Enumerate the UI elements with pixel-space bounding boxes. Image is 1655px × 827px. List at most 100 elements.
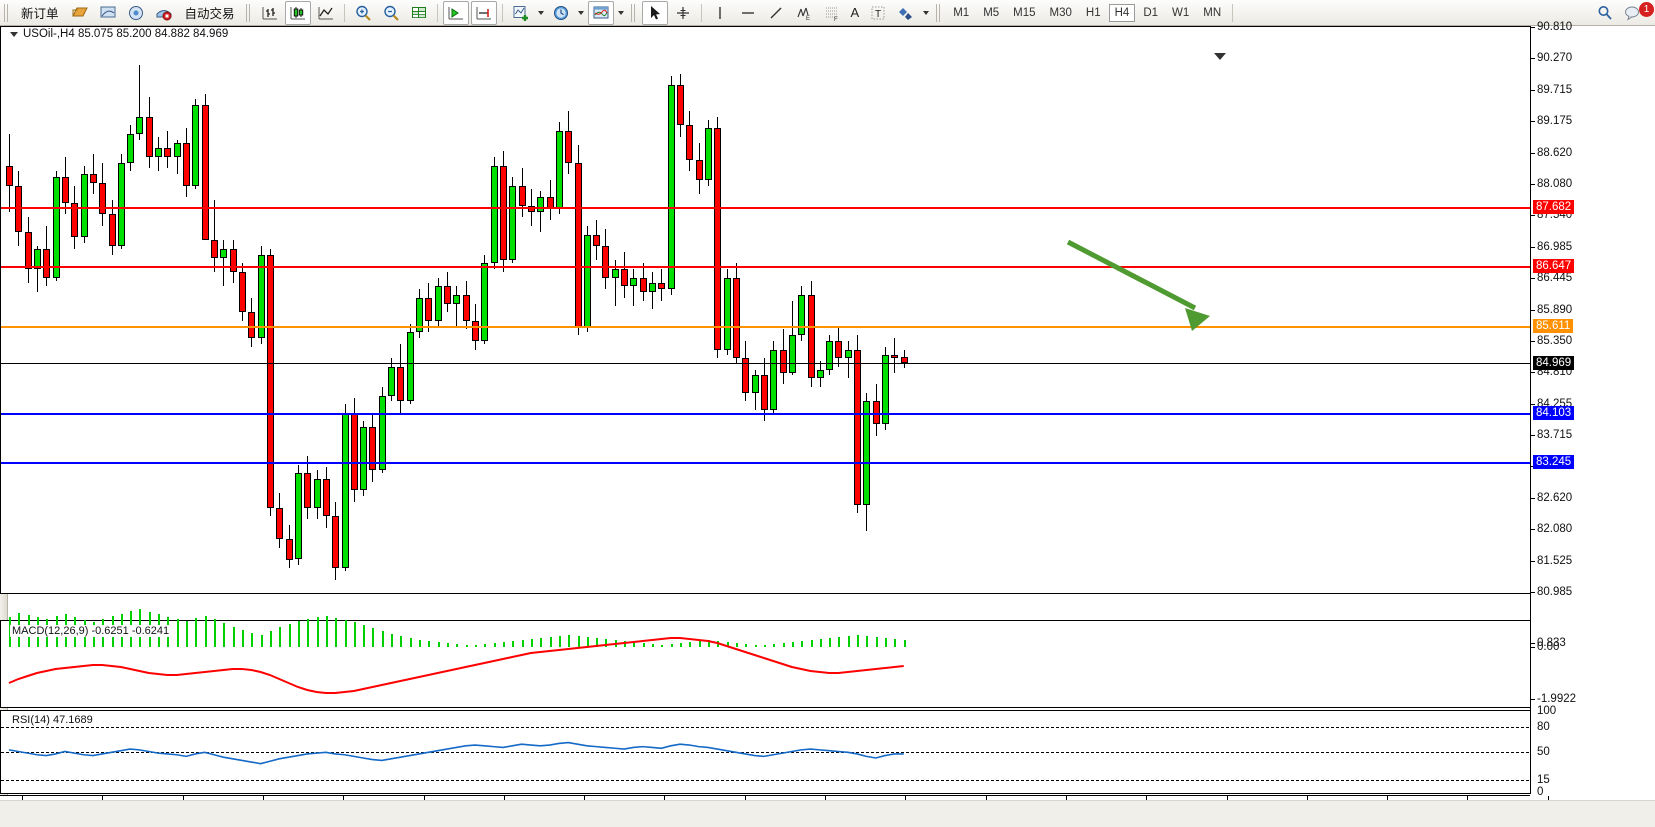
trendline-icon[interactable] xyxy=(763,1,789,25)
zoom-in-icon[interactable] xyxy=(350,1,376,25)
candlestick-chart-icon[interactable] xyxy=(284,0,311,25)
cursor-icon[interactable] xyxy=(641,0,668,25)
timeframe-m30[interactable]: M30 xyxy=(1049,6,1072,19)
navigator-icon[interactable] xyxy=(123,1,149,25)
indicators-icon[interactable] xyxy=(508,1,534,25)
toolbar-grip-4[interactable] xyxy=(936,3,943,22)
time-tick xyxy=(1306,796,1308,801)
macd-tick-label: 0.00 xyxy=(1537,641,1560,653)
templates-icon[interactable] xyxy=(587,0,614,25)
timeframe-h4[interactable]: H4 xyxy=(1108,3,1136,22)
bar-chart-icon[interactable] xyxy=(257,1,283,25)
price-level-badge[interactable]: 84.103 xyxy=(1533,405,1575,420)
macd-histogram-bar xyxy=(847,636,850,647)
candle-body xyxy=(257,254,265,339)
toolbar-grip-2[interactable] xyxy=(245,3,252,22)
price-level-badge[interactable]: 86.647 xyxy=(1533,259,1575,274)
chart-area[interactable]: USOil-,H4 85.075 85.200 84.882 84.969 MA… xyxy=(0,21,1655,826)
candle-wick xyxy=(36,246,38,293)
shapes-dropdown-caret[interactable] xyxy=(923,10,930,15)
macd-histogram-bar xyxy=(409,638,412,647)
folder-icon[interactable] xyxy=(67,1,93,25)
line-chart-icon[interactable] xyxy=(313,1,339,25)
auto-scroll-icon[interactable] xyxy=(442,0,469,25)
price-level-line[interactable] xyxy=(1,325,1530,328)
expert-advisor-icon[interactable] xyxy=(151,1,177,25)
downtrend-arrow[interactable] xyxy=(0,26,1530,594)
timeframe-m15[interactable]: M15 xyxy=(1013,6,1036,19)
timeframe-m1[interactable]: M1 xyxy=(953,6,970,19)
terminal-icon[interactable] xyxy=(95,1,121,25)
time-tick xyxy=(22,796,23,801)
timeframe-d1[interactable]: D1 xyxy=(1143,6,1159,19)
price-level-line[interactable] xyxy=(1,206,1530,209)
search-icon[interactable] xyxy=(1592,1,1618,25)
new-order-button[interactable]: 新订单 xyxy=(15,1,65,25)
time-tick xyxy=(1387,796,1389,801)
horizontal-scrollbar[interactable] xyxy=(0,800,1655,827)
symbol-header[interactable]: USOil-,H4 85.075 85.200 84.882 84.969 xyxy=(8,28,231,40)
macd-histogram-bar xyxy=(456,644,459,647)
macd-histogram-bar xyxy=(335,618,338,647)
elliott-wave-icon[interactable]: E xyxy=(791,1,817,25)
candle-body xyxy=(304,473,312,508)
candle-wick xyxy=(176,139,178,175)
notifications-icon[interactable]: 1 xyxy=(1620,1,1654,25)
macd-histogram-bar xyxy=(866,636,869,647)
price-tick xyxy=(1531,309,1535,311)
text-label-icon[interactable]: T xyxy=(865,1,891,25)
candle-body xyxy=(891,355,899,359)
chevron-down-icon[interactable] xyxy=(10,31,18,37)
price-tick-label: 83.715 xyxy=(1537,429,1573,441)
price-tick-label: 88.620 xyxy=(1537,146,1573,159)
candle-body xyxy=(602,246,610,278)
autotrading-button[interactable]: 自动交易 xyxy=(179,1,241,25)
price-level-badge[interactable]: 83.245 xyxy=(1533,455,1575,470)
price-pane[interactable] xyxy=(0,26,1530,594)
price-level-badge[interactable]: 87.682 xyxy=(1533,199,1575,214)
crosshair-icon[interactable] xyxy=(670,1,696,25)
periods-dropdown-caret[interactable] xyxy=(577,10,584,15)
price-level-line[interactable] xyxy=(1,462,1530,465)
price-tick xyxy=(1531,560,1535,562)
price-level-line[interactable] xyxy=(1,362,1530,364)
horizontal-line-icon[interactable] xyxy=(735,1,761,25)
zoom-out-icon[interactable] xyxy=(378,1,404,25)
timeframe-w1[interactable]: W1 xyxy=(1172,6,1190,19)
candle-body xyxy=(285,539,293,560)
candle-body xyxy=(406,332,414,402)
price-level-line[interactable] xyxy=(1,412,1530,415)
macd-histogram-bar xyxy=(269,631,272,647)
autotrading-label: 自动交易 xyxy=(184,7,235,21)
chart-shift-icon[interactable] xyxy=(470,0,497,25)
price-level-line[interactable] xyxy=(1,266,1530,269)
macd-histogram-bar xyxy=(708,640,710,647)
toolbar-separator-2 xyxy=(436,3,438,22)
toolbar-grip-3[interactable] xyxy=(630,3,637,22)
price-tick-label: 89.715 xyxy=(1537,83,1573,96)
templates-dropdown-caret[interactable] xyxy=(617,10,624,15)
timeframe-m5[interactable]: M5 xyxy=(983,6,1000,19)
toolbar-grip[interactable] xyxy=(4,3,10,22)
price-level-badge[interactable]: 84.969 xyxy=(1533,355,1575,370)
shapes-icon[interactable] xyxy=(893,1,919,25)
periods-icon[interactable] xyxy=(548,1,574,25)
fibonacci-icon[interactable]: F xyxy=(819,1,845,25)
data-window-icon[interactable] xyxy=(406,1,432,25)
candle-body xyxy=(621,269,629,287)
price-level-badge[interactable]: 85.611 xyxy=(1533,318,1574,333)
timeframe-h1[interactable]: H1 xyxy=(1085,6,1101,19)
candle-body xyxy=(854,349,862,505)
price-tick xyxy=(1531,340,1535,342)
timeframe-mn[interactable]: MN xyxy=(1203,6,1222,19)
svg-text:F: F xyxy=(834,17,838,22)
candle-body xyxy=(481,263,489,341)
text-icon[interactable]: A xyxy=(850,5,860,20)
macd-histogram-bar xyxy=(419,640,422,647)
price-tick xyxy=(1531,529,1535,531)
macd-tick xyxy=(1531,643,1535,644)
macd-pane[interactable] xyxy=(0,620,1530,708)
candle-body xyxy=(882,355,890,425)
indicators-dropdown-caret[interactable] xyxy=(537,10,544,15)
vertical-line-icon[interactable] xyxy=(707,1,733,25)
